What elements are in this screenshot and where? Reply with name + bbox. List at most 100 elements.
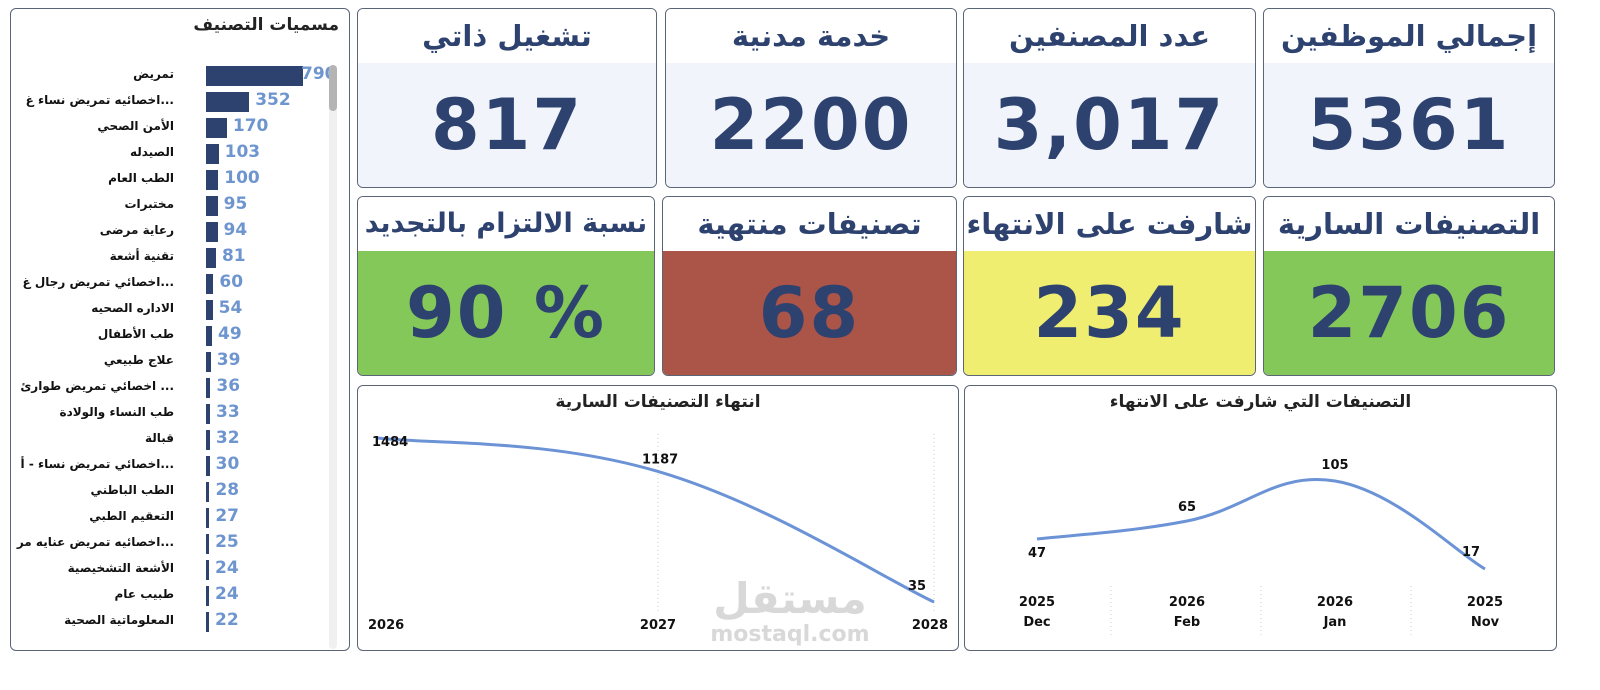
list-item-label: طبيب عام (114, 587, 174, 601)
list-item-value: 27 (215, 506, 239, 526)
data-label: 1187 (642, 452, 678, 467)
list-item[interactable]: ...اخصائيه تمريض نساء غ 352 (11, 89, 349, 115)
list-item-value: 25 (215, 532, 239, 552)
list-item-label: الطب الباطني (90, 483, 174, 497)
list-item[interactable]: ...اخصائيه تمريض عنايه مر 25 (11, 531, 349, 557)
list-item-label: ... اخصائي تمريض طوارئ (20, 379, 174, 393)
list-item-bar (206, 196, 218, 216)
list-item[interactable]: علاج طبيعي 39 (11, 349, 349, 375)
series-line (375, 436, 935, 604)
list-item-value: 24 (215, 558, 239, 578)
list-item[interactable]: المعلوماتية الصحية 22 (11, 609, 349, 635)
list-item-value: 54 (218, 298, 243, 318)
list-item-label: تقنية أشعة (109, 249, 174, 263)
card-value: 2706 (1264, 251, 1554, 375)
list-item[interactable]: الاداره الصحيه 54 (11, 297, 349, 323)
list-item[interactable]: التعقيم الطبي 27 (11, 505, 349, 531)
list-item[interactable]: طبيب عام 24 (11, 583, 349, 609)
near-expiry-trend-chart: 47 65 105 17 2025 Dec 2026 Feb 2026 Jan 2025 Nov (1019, 458, 1503, 636)
card-title: التصنيفات السارية (1264, 197, 1554, 251)
list-item-label: الطب العام (108, 171, 174, 185)
chart-title: انتهاء التصنيفات السارية (555, 392, 761, 412)
list-item[interactable]: رعاية مرضى 94 (11, 219, 349, 245)
list-item-bar (206, 170, 219, 190)
card-title: إجمالي الموظفين (1264, 9, 1554, 63)
x-tick-label: 2026 (368, 618, 404, 633)
list-item[interactable]: تقنية أشعة 81 (11, 245, 349, 271)
data-label: 65 (1178, 500, 1196, 515)
list-item-bar (206, 92, 250, 112)
list-item[interactable]: طب الأطفال 49 (11, 323, 349, 349)
card-total-employees: إجمالي الموظفين 5361 (1263, 8, 1555, 188)
card-value: 817 (358, 63, 656, 187)
list-item-value: 170 (232, 116, 269, 136)
list-item[interactable]: تمريض 790 (11, 63, 349, 89)
list-item-bar (206, 274, 214, 294)
list-item-value: 790 (301, 64, 337, 84)
card-title: تشغيل ذاتي (358, 9, 656, 63)
list-item-label: التعقيم الطبي (89, 509, 174, 523)
list-item-label: ...اخصائي تمريض رجال غ (22, 275, 174, 289)
card-title: تصنيفات منتهية (663, 197, 956, 251)
list-item-label: قبالة (144, 431, 174, 445)
list-item[interactable]: الطب الباطني 28 (11, 479, 349, 505)
card-expired: تصنيفات منتهية 68 (662, 196, 957, 376)
card-value: 68 (663, 251, 956, 375)
list-item[interactable]: الأشعة التشخيصية 24 (11, 557, 349, 583)
x-tick-label: Feb (1174, 615, 1200, 630)
list-item-label: الاداره الصحيه (91, 301, 174, 315)
x-tick-label: 2028 (912, 618, 948, 633)
list-item-label: طب النساء والولادة (59, 405, 174, 419)
list-item[interactable]: الأمن الصحي 170 (11, 115, 349, 141)
x-tick-label: 2027 (640, 618, 676, 633)
classification-list-panel: مسميات التصنيف تمريض 790 ...اخصائيه تمريض … (10, 8, 350, 651)
x-tick-label: Jan (1323, 615, 1347, 630)
chart-panel-near-expiry-trend: التصنيفات التي شارفت على الانتهاء 47 65 10… (964, 385, 1557, 651)
list-item-value: 39 (216, 350, 241, 370)
list-item-label: مختبرات (124, 197, 174, 211)
data-label: 47 (1028, 546, 1046, 561)
list-item-value: 100 (224, 168, 260, 188)
list-item-label: تمريض (133, 67, 174, 81)
list-item[interactable]: طب النساء والولادة 33 (11, 401, 349, 427)
x-tick-label: Dec (1023, 615, 1050, 630)
classification-list-title: مسميات التصنيف (193, 15, 339, 35)
list-item[interactable]: ...اخصائي تمريض نساء - أ 30 (11, 453, 349, 479)
list-item-label: المعلوماتية الصحية (64, 613, 174, 627)
list-item-value: 28 (215, 480, 240, 500)
list-item-label: ...اخصائي تمريض نساء - أ (20, 457, 174, 471)
list-item-value: 94 (223, 220, 248, 240)
x-tick-label: 2025 (1019, 595, 1055, 610)
list-item-value: 22 (215, 610, 239, 630)
list-item-value: 32 (215, 428, 240, 448)
data-label: 17 (1462, 545, 1480, 560)
list-item-bar (206, 378, 211, 398)
card-value: 2200 (666, 63, 956, 187)
expiry-of-active-chart: 1484 1187 35 2026 2027 2028 (368, 434, 948, 633)
list-item[interactable]: قبالة 32 (11, 427, 349, 453)
list-item-bar (206, 430, 210, 450)
list-item-bar (206, 586, 209, 606)
list-scrollbar-thumb[interactable] (329, 65, 337, 111)
list-scrollbar[interactable] (329, 65, 337, 649)
series-line (1036, 478, 1486, 571)
list-item-bar (206, 222, 218, 242)
list-item-bar (206, 404, 211, 424)
list-item-value: 60 (219, 272, 244, 292)
list-item-bar (206, 560, 209, 580)
list-item-label: الأمن الصحي (97, 119, 174, 133)
list-item[interactable]: مختبرات 95 (11, 193, 349, 219)
card-title: خدمة مدنية (666, 9, 956, 63)
card-title: نسبة الالتزام بالتجديد (358, 197, 654, 251)
list-item[interactable]: الصيدله 103 (11, 141, 349, 167)
list-item-label: ...اخصائيه تمريض عنايه مر (16, 535, 174, 549)
list-item-bar (206, 248, 216, 268)
list-item[interactable]: ... اخصائي تمريض طوارئ 36 (11, 375, 349, 401)
list-item-value: 30 (215, 454, 240, 474)
list-item-bar (206, 300, 213, 320)
list-item[interactable]: الطب العام 100 (11, 167, 349, 193)
card-near-expiry: شارفت على الانتهاء 234 (963, 196, 1256, 376)
list-item-value: 95 (223, 194, 248, 214)
card-self-operation: تشغيل ذاتي 817 (357, 8, 657, 188)
list-item[interactable]: ...اخصائي تمريض رجال غ 60 (11, 271, 349, 297)
